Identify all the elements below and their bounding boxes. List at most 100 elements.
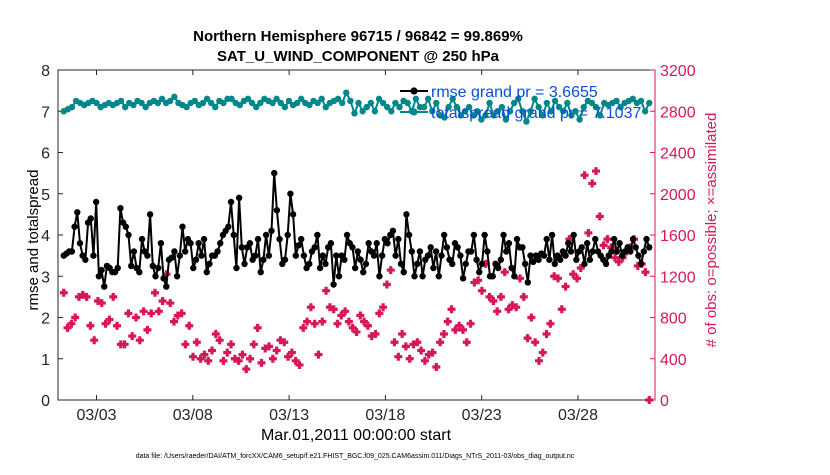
rmse-point <box>602 260 610 268</box>
obs-marker <box>493 307 502 316</box>
obs-marker <box>253 323 262 332</box>
rmse-point <box>71 223 78 230</box>
right-tick-label: 800 <box>660 311 687 328</box>
obs-marker <box>462 338 471 347</box>
rmse-point <box>586 256 594 263</box>
rmse-point <box>527 252 534 259</box>
rmse-point <box>457 252 464 259</box>
rmse-point <box>168 254 175 261</box>
rmse-point <box>335 273 343 280</box>
x-axis: 03/03 03/08 03/13 03/18 03/23 03/28 <box>76 70 598 424</box>
rmse-point <box>192 256 200 263</box>
obs-marker <box>572 274 581 283</box>
obs-marker <box>211 330 220 338</box>
rmse-point <box>206 260 213 268</box>
right-tick-label: 1600 <box>660 228 696 245</box>
obs-marker <box>527 313 536 322</box>
obs-marker <box>523 334 532 343</box>
rmse-point <box>535 256 542 263</box>
obs-marker <box>379 303 388 312</box>
obs-marker <box>71 313 80 322</box>
obs-marker <box>173 311 182 320</box>
rmse-series <box>60 169 653 290</box>
obs-marker <box>584 228 593 237</box>
obs-marker <box>128 332 137 341</box>
rmse-point <box>360 268 367 276</box>
left-tick-label: 0 <box>41 393 50 410</box>
totalspread-point <box>318 95 325 103</box>
obs-marker <box>363 321 372 330</box>
obs-marker <box>553 274 562 283</box>
obs-marker <box>287 348 296 357</box>
rmse-point <box>314 231 321 239</box>
rmse-point <box>292 252 299 259</box>
totalspread-point <box>183 103 190 111</box>
obs-marker <box>413 338 422 347</box>
rmse-point <box>511 273 518 280</box>
obs-marker <box>405 354 414 363</box>
rmse-point <box>98 266 105 274</box>
obs-marker <box>561 282 570 291</box>
totalspread-point <box>580 103 587 111</box>
obs-marker <box>143 325 152 334</box>
rmse-point <box>238 244 246 251</box>
obs-possible-series <box>59 167 654 404</box>
obs-marker <box>234 356 243 365</box>
rmse-point <box>163 283 170 290</box>
rmse-point <box>330 281 337 288</box>
rmse-point <box>257 268 264 276</box>
rmse-point <box>424 252 432 259</box>
totalspread-point <box>510 99 518 107</box>
rmse-point <box>370 252 378 259</box>
totalspread-point <box>338 99 346 107</box>
rmse-point <box>521 260 529 268</box>
totalspread-point <box>420 103 428 111</box>
left-tick-label: 3 <box>41 269 50 286</box>
rmse-point <box>414 260 421 268</box>
rmse-point <box>171 248 178 255</box>
obs-marker <box>238 350 247 359</box>
obs-marker <box>257 358 266 367</box>
totalspread-point <box>207 99 215 107</box>
totalspread-point <box>613 97 620 105</box>
obs-marker <box>101 319 110 328</box>
totalspread-point <box>248 99 256 107</box>
legend-spread-label: totalspread grand pr = 7.1037 <box>431 105 641 122</box>
y-axis-label-right: # of obs: o=possible; ×=assimilated <box>703 113 720 348</box>
rmse-point <box>454 244 461 251</box>
obs-marker <box>512 303 521 312</box>
right-tick-label: 3200 <box>660 63 696 80</box>
totalspread-point <box>220 99 227 107</box>
rmse-point <box>570 231 577 239</box>
totalspread-point <box>498 103 506 111</box>
rmse-point <box>508 264 515 272</box>
obs-marker <box>299 323 308 332</box>
obs-marker <box>215 336 224 345</box>
legend: rmse grand pr = 3.6655 totalspread grand… <box>400 84 641 122</box>
rmse-point <box>181 248 189 255</box>
totalspread-point <box>527 108 534 115</box>
obs-marker <box>398 330 407 338</box>
left-tick-label: 8 <box>41 63 50 80</box>
obs-marker <box>447 305 456 314</box>
rmse-point <box>195 240 202 247</box>
rmse-point <box>478 260 486 268</box>
totalspread-point <box>138 99 145 107</box>
rmse-point <box>101 283 108 290</box>
totalspread-point <box>273 95 280 103</box>
totalspread-point <box>212 103 219 111</box>
obs-marker <box>428 348 437 357</box>
obs-marker <box>386 266 395 275</box>
rmse-point <box>281 256 289 263</box>
obs-marker <box>223 348 232 357</box>
obs-marker <box>170 317 179 326</box>
obs-marker <box>599 241 608 250</box>
rmse-point <box>254 235 262 243</box>
rmse-point <box>76 240 84 247</box>
obs-marker <box>192 338 201 347</box>
obs-marker <box>162 270 171 279</box>
rmse-point <box>578 244 585 251</box>
rmse-point <box>467 248 475 255</box>
totalspread-point <box>306 101 313 109</box>
